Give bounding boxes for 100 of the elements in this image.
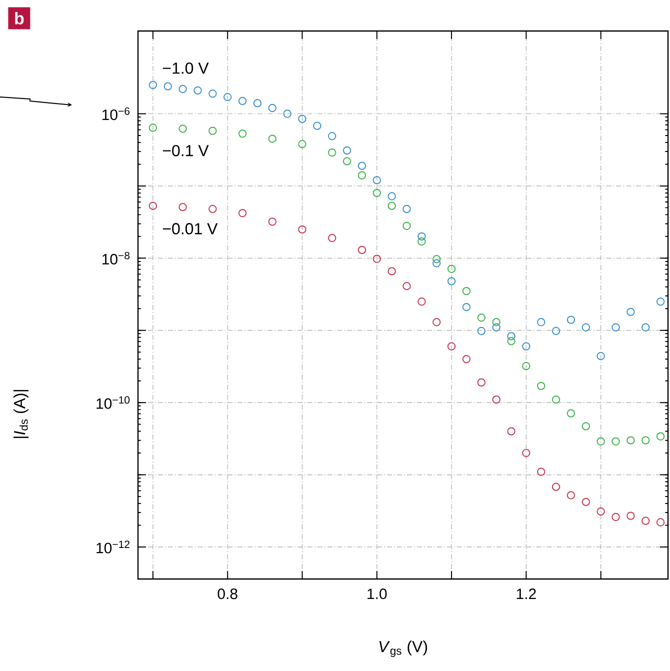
point [388, 192, 396, 200]
point [596, 352, 605, 360]
y-tick-label: 10$^{−6}$ [102, 107, 130, 120]
point [268, 134, 276, 143]
point [596, 437, 605, 446]
point [194, 86, 202, 95]
point [372, 254, 381, 263]
point [402, 222, 411, 230]
point [358, 246, 366, 254]
point [178, 84, 187, 94]
point [537, 382, 546, 390]
point [208, 90, 217, 98]
series-label: −0.1 V [162, 144, 209, 156]
x-axis-title: V$_{gs}$ (V) [379, 640, 428, 658]
point [507, 337, 516, 346]
point [328, 234, 336, 242]
point [223, 93, 232, 102]
point [358, 162, 366, 170]
point [626, 308, 635, 316]
point [432, 255, 441, 264]
point [626, 512, 635, 520]
point [642, 323, 650, 332]
point [477, 326, 486, 336]
point [268, 218, 276, 226]
point [432, 318, 441, 326]
point [522, 342, 530, 350]
point [298, 225, 306, 234]
point [522, 448, 530, 458]
x-tick-label: 1.0 [368, 588, 387, 600]
point [612, 437, 620, 446]
point [656, 432, 665, 440]
point [477, 314, 486, 322]
y-tick-label: 10$^{−12}$ [96, 540, 130, 554]
point [462, 302, 471, 312]
y-tick-label: 10$^{−10}$ [96, 396, 130, 409]
point [298, 140, 306, 148]
point [537, 318, 546, 326]
point [402, 204, 411, 214]
point [552, 395, 560, 404]
point [582, 422, 590, 430]
point [447, 277, 456, 286]
point [522, 362, 530, 370]
x-tick-label: 0.8 [218, 588, 238, 600]
point [298, 114, 306, 123]
point [178, 124, 187, 133]
point [253, 99, 262, 108]
point [208, 126, 217, 135]
point [148, 124, 158, 132]
point [642, 436, 650, 444]
point [642, 516, 650, 525]
point [238, 209, 247, 218]
point [582, 498, 590, 506]
text: b [15, 12, 24, 24]
point [477, 378, 486, 387]
series-label: −0.01 V [162, 223, 218, 234]
point [552, 326, 560, 336]
point [418, 237, 426, 246]
point [342, 157, 352, 166]
point [372, 188, 381, 198]
point [566, 491, 576, 500]
x-tick-label: 1.2 [516, 588, 536, 600]
point [537, 468, 546, 476]
point [492, 318, 500, 326]
point [612, 323, 620, 332]
y-tick-label: 10$^{−8}$ [102, 252, 130, 264]
point [462, 286, 471, 296]
point [313, 122, 322, 130]
point [238, 96, 247, 106]
point [612, 512, 620, 522]
point [418, 298, 426, 306]
point [328, 132, 336, 140]
point [447, 264, 456, 273]
point [432, 259, 441, 268]
point [566, 316, 576, 324]
point [148, 80, 158, 90]
point [596, 507, 605, 516]
point [552, 482, 560, 491]
point [268, 104, 276, 112]
point [492, 323, 500, 332]
point [418, 232, 426, 241]
point [148, 202, 158, 210]
point [208, 204, 217, 214]
point [358, 171, 366, 180]
point [388, 202, 396, 210]
point [164, 82, 172, 90]
point [566, 409, 576, 418]
point [462, 354, 471, 364]
point [388, 267, 396, 276]
point [178, 202, 187, 212]
series-label: −1.0 V [162, 62, 209, 74]
point [328, 148, 336, 157]
point [342, 146, 352, 155]
point [507, 332, 516, 340]
point [372, 176, 381, 184]
point [238, 130, 247, 138]
point [447, 342, 456, 350]
point [656, 298, 665, 306]
point [492, 395, 500, 404]
point [283, 110, 292, 118]
point [507, 427, 516, 436]
